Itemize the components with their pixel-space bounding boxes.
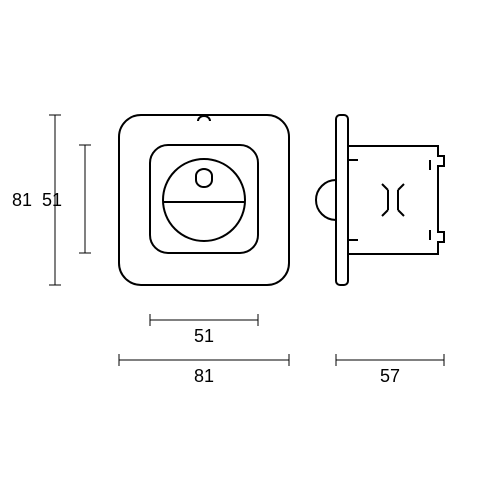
side-view [316,115,444,285]
inner-insert [150,145,258,253]
dim-outer-width-value: 81 [194,366,214,386]
front-view [119,115,289,285]
side-bracket [382,184,404,216]
technical-drawing: 81 51 51 81 57 [0,0,500,500]
dimension-inner-height: 51 [42,145,91,253]
dim-inner-height-value: 51 [42,190,62,210]
dimension-outer-width: 81 [119,354,289,386]
dim-depth-value: 57 [380,366,400,386]
sensor-indicator [196,169,212,187]
sensor-dome [163,159,245,241]
dim-inner-width-value: 51 [194,326,214,346]
top-tab [198,116,210,121]
side-plate [336,115,348,285]
side-dome [316,180,336,220]
dim-outer-height-value: 81 [12,190,32,210]
outer-bezel [119,115,289,285]
dimension-depth: 57 [336,354,444,386]
dimension-inner-width: 51 [150,314,258,346]
